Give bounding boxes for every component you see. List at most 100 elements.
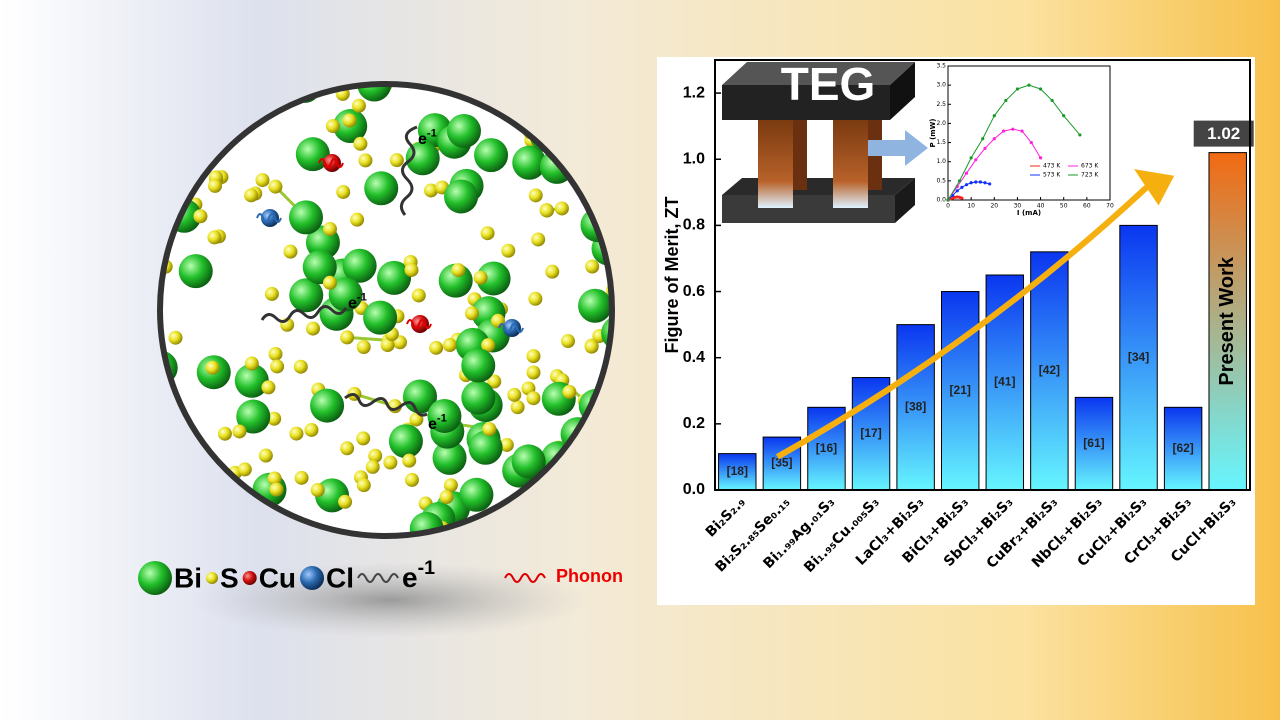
inset-point — [1004, 98, 1008, 103]
inset-point — [983, 146, 987, 150]
inset-point — [978, 180, 983, 184]
inset-y-tick-label: 3.0 — [936, 82, 946, 89]
bi-atom — [288, 200, 323, 235]
electron-label: e-1 — [418, 128, 437, 149]
s-atom — [526, 365, 541, 380]
s-atom — [481, 338, 496, 353]
s-atom — [526, 391, 541, 406]
bi-atom — [461, 348, 496, 383]
s-atom — [554, 201, 569, 216]
electron-path — [344, 393, 428, 417]
s-atom — [268, 346, 283, 361]
inset-y-tick-label: 2.0 — [936, 120, 946, 127]
s-atom — [267, 471, 282, 486]
y-tick-label: 0.2 — [683, 415, 705, 432]
s-atom — [325, 119, 340, 134]
electron-paths: e-1e-1e-1 — [260, 125, 447, 433]
bi-atom — [444, 179, 479, 214]
s-atom — [310, 483, 325, 498]
bar — [807, 406, 846, 491]
bar-label: Present Work — [1216, 256, 1238, 385]
s-atom — [539, 203, 554, 218]
inset-y-tick-label: 2.5 — [936, 101, 946, 108]
inset-y-title: P (mW) — [929, 119, 937, 148]
inset-frame — [947, 65, 1111, 201]
s-atom — [404, 472, 419, 487]
inset-point — [1062, 114, 1066, 118]
bar-label: [41] — [994, 375, 1015, 389]
bar-label: [42] — [1039, 363, 1060, 377]
inset-chart: 0 10 20 30 40 50 60 70 0.0 0.5 1.0 1.5 2.0 2.5 3.0 3.5 I… — [929, 63, 1114, 218]
s-atom — [244, 188, 259, 203]
s-atom — [255, 173, 270, 188]
bar — [851, 377, 891, 491]
bi-atom — [289, 278, 324, 313]
s-atom — [207, 230, 222, 245]
bi-atom — [328, 277, 363, 312]
s-atom — [383, 455, 398, 470]
electron-label: e-1 — [402, 557, 435, 593]
s-atom — [264, 286, 279, 301]
inset-point — [992, 137, 996, 141]
s-atom — [411, 288, 426, 303]
bi-atom — [578, 288, 612, 323]
bi-atom — [178, 254, 213, 289]
inset-point — [974, 158, 978, 162]
legend-phonon-label: Phonon — [556, 566, 623, 586]
s-atom — [304, 422, 319, 437]
bar-label: [18] — [727, 464, 748, 478]
inset-point — [1078, 133, 1082, 137]
inset-x-tick-label: 0 — [946, 203, 950, 210]
s-atom — [217, 426, 232, 441]
s-atom — [356, 478, 371, 493]
crystal-structure — [160, 84, 612, 536]
bar — [940, 291, 980, 491]
bi-atom — [511, 444, 546, 479]
s-atom — [323, 222, 338, 237]
bar — [985, 274, 1025, 491]
bi-atom — [427, 398, 462, 433]
trend-arrow-head — [1134, 169, 1175, 206]
inset-line — [947, 84, 1081, 201]
inset-point — [964, 171, 969, 175]
bi-atom — [310, 388, 345, 423]
inset-x-tick-label: 10 — [967, 203, 975, 210]
inset-x-tick-label: 20 — [990, 203, 998, 210]
s-atom — [443, 478, 458, 493]
vibration — [498, 323, 524, 333]
figure-legend: Bi S Cu Cl e-1 Phonon — [138, 557, 623, 595]
electron-sup: -1 — [418, 557, 436, 579]
bi-atom — [476, 261, 511, 296]
inset-point — [1050, 98, 1054, 103]
inset-x-tick-label: 60 — [1083, 203, 1091, 210]
value-label-box — [1193, 120, 1254, 147]
bar-label: [21] — [950, 383, 971, 397]
bar — [1163, 406, 1203, 491]
inset-point — [1015, 87, 1020, 91]
inset-legend-label: 573 K — [1043, 172, 1061, 179]
vibration — [318, 158, 344, 168]
s-atom — [283, 244, 298, 259]
bar — [1074, 396, 1114, 491]
inset-point — [969, 181, 973, 185]
s-atom — [193, 209, 208, 224]
inset-legend-label: 473 K — [1043, 163, 1061, 170]
bi-atom — [459, 477, 494, 512]
legend-phonon-wave — [504, 573, 546, 583]
s-atom — [531, 232, 546, 247]
s-atom — [305, 321, 320, 336]
bi-atom — [512, 145, 547, 180]
inset-point — [957, 179, 962, 183]
bi-atom — [364, 171, 399, 206]
inset-y-tick-label: 0.5 — [936, 177, 946, 184]
y-tick-label: 0.4 — [683, 349, 705, 366]
s-atom — [268, 179, 283, 194]
s-atom — [510, 400, 525, 415]
s-atom — [464, 306, 479, 321]
crystal-border — [157, 81, 615, 539]
s-atom — [270, 359, 285, 374]
s-atom — [269, 482, 284, 497]
s-atom — [501, 243, 516, 258]
inset-line — [947, 181, 990, 201]
